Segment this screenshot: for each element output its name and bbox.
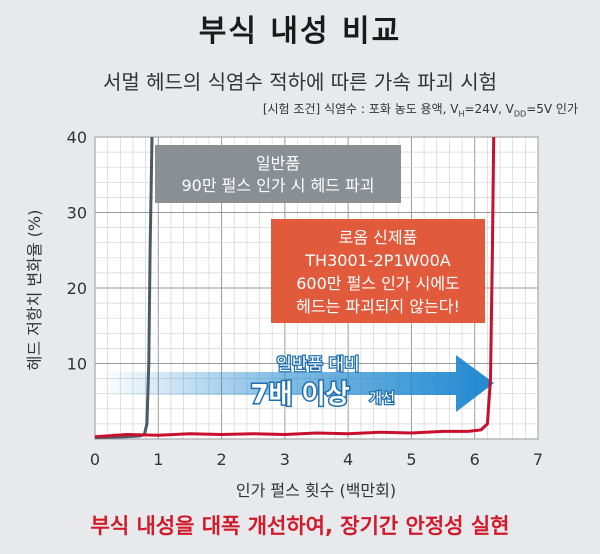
page-title: 부식 내성 비교 xyxy=(198,14,402,49)
test-conditions: [시험 조건] 식염수 : 포화 농도 용액, VH=24V, VDD=5V 인… xyxy=(262,102,578,119)
x-axis-label: 인가 펄스 횟수 (백만회) xyxy=(236,481,396,500)
series-lines xyxy=(94,136,496,439)
x-tick-label: 7 xyxy=(533,450,543,469)
y-tick-label: 10 xyxy=(67,355,87,374)
arrow-label-big: 7배 이상 xyxy=(251,380,350,410)
y-tick-label: 30 xyxy=(67,204,87,223)
x-tick-label: 0 xyxy=(90,450,100,469)
improvement-arrow xyxy=(100,355,494,412)
x-tick-label: 4 xyxy=(343,450,353,469)
x-tick-label: 3 xyxy=(280,450,290,469)
footer-claim: 부식 내성을 대폭 개선하여, 장기간 안정성 실현 xyxy=(90,514,510,538)
arrow-label-small: 개선 xyxy=(369,391,395,407)
series-line-standard xyxy=(94,136,154,439)
y-tick-label: 20 xyxy=(67,279,87,298)
standard-label-text: 일반품 xyxy=(256,154,300,173)
rohm-label-text: 헤드는 파괴되지 않는다! xyxy=(296,297,460,316)
arrow-label-line1: 일반품 대비 xyxy=(276,355,360,375)
y-tick-label: 40 xyxy=(67,128,87,147)
x-tick-label: 6 xyxy=(470,450,480,469)
tick-labels: 0 1 2 3 4 5 6 7 10 20 30 40 xyxy=(67,128,543,469)
x-tick-label: 5 xyxy=(406,450,416,469)
standard-label-text: 90만 펄스 인가 시 헤드 파괴 xyxy=(182,176,375,195)
rohm-label-box xyxy=(271,219,485,323)
series-line-rohm xyxy=(94,136,496,439)
page-subtitle: 서멀 헤드의 식염수 적하에 따른 가속 파괴 시험 xyxy=(102,70,498,94)
rohm-label-text: TH3001-2P1W00A xyxy=(304,251,450,270)
rohm-label-text: 600만 펄스 인가 시에도 xyxy=(296,274,460,293)
x-tick-label: 2 xyxy=(216,450,226,469)
standard-label-box xyxy=(155,145,401,203)
y-axis-label: 헤드 저항치 변화율 (%) xyxy=(25,210,44,371)
rohm-label-text: 로옴 신제품 xyxy=(339,228,418,247)
x-tick-label: 1 xyxy=(153,450,163,469)
